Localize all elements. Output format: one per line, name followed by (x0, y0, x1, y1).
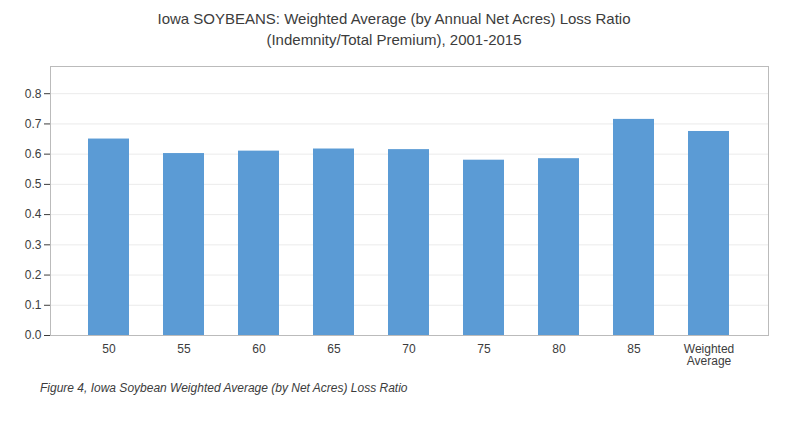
html-text:Iowa SOYBEANS: Weighted Averag: Iowa SOYBEANS: Weighted Average (by Annu… (157, 10, 631, 27)
html-text:(Indemnity/Total Premium), 200: (Indemnity/Total Premium), 2001-2015 (266, 31, 522, 48)
svg-text:0.6: 0.6 (25, 147, 42, 161)
svg-text:60: 60 (252, 342, 266, 356)
svg-text:55: 55 (177, 342, 191, 356)
svg-text:0.3: 0.3 (25, 238, 42, 252)
svg-text:0.1: 0.1 (25, 298, 42, 312)
svg-text:70: 70 (402, 342, 416, 356)
svg-text:0.4: 0.4 (25, 207, 42, 221)
svg-text:0.5: 0.5 (25, 177, 42, 191)
svg-text:0.0: 0.0 (25, 328, 42, 342)
svg-text:65: 65 (327, 342, 341, 356)
svg-text:0.2: 0.2 (25, 268, 42, 282)
svg-text:80: 80 (552, 342, 566, 356)
svg-text:0.8: 0.8 (25, 87, 42, 101)
svg-text:85: 85 (627, 342, 641, 356)
svg-text:WeightedAverage: WeightedAverage (684, 342, 734, 368)
html-text:Figure 4, Iowa Soybean Weighte: Figure 4, Iowa Soybean Weighted Average … (40, 381, 408, 395)
svg-text:0.7: 0.7 (25, 117, 42, 131)
svg-text:50: 50 (102, 342, 116, 356)
svg-text:75: 75 (477, 342, 491, 356)
